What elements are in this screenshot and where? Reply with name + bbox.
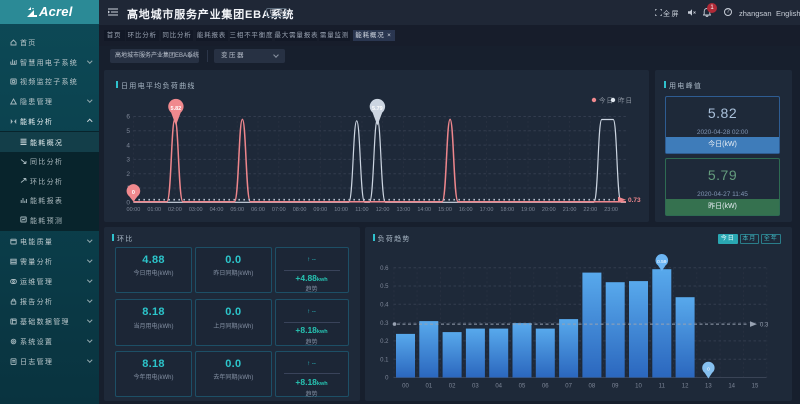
svg-text:04:00: 04:00 [210,207,224,213]
svg-text:22:00: 22:00 [583,207,597,213]
svg-text:6: 6 [126,114,130,121]
svg-text:0.3: 0.3 [380,321,389,327]
svg-text:06:00: 06:00 [251,207,265,213]
svg-text:08:00: 08:00 [293,207,307,213]
svg-text:06: 06 [541,384,548,390]
svg-text:18:00: 18:00 [500,207,514,213]
svg-text:03:00: 03:00 [189,207,203,213]
svg-text:0.59: 0.59 [657,259,667,265]
svg-text:0.3: 0.3 [760,322,769,328]
svg-text:13:00: 13:00 [397,207,411,213]
svg-text:2: 2 [126,171,130,178]
svg-text:4: 4 [126,142,130,149]
svg-text:15: 15 [751,384,758,390]
svg-text:10: 10 [635,384,642,390]
svg-text:0.4: 0.4 [380,303,389,309]
svg-text:07:00: 07:00 [272,207,286,213]
svg-text:5.79: 5.79 [372,106,383,112]
svg-text:14:00: 14:00 [417,207,431,213]
svg-text:12:00: 12:00 [376,207,390,213]
svg-text:01:00: 01:00 [147,207,161,213]
svg-text:3: 3 [126,157,130,164]
svg-text:23:00: 23:00 [604,207,618,213]
svg-text:今日: 今日 [599,96,614,105]
svg-text:11:00: 11:00 [355,207,368,213]
svg-text:12: 12 [681,384,688,390]
svg-text:09: 09 [611,384,618,390]
svg-text:04: 04 [495,384,502,390]
svg-text:0.5: 0.5 [380,284,389,290]
svg-text:0.1: 0.1 [380,357,389,363]
svg-text:0.6: 0.6 [380,266,389,272]
svg-text:0: 0 [132,190,135,196]
svg-text:13: 13 [705,384,712,390]
svg-text:02:00: 02:00 [168,207,182,213]
svg-text:0.73: 0.73 [628,197,641,204]
svg-text:10:00: 10:00 [334,207,348,213]
svg-text:05: 05 [518,384,525,390]
svg-text:20:00: 20:00 [542,207,556,213]
svg-text:0.2: 0.2 [380,339,389,345]
svg-text:05:00: 05:00 [230,207,244,213]
svg-text:11: 11 [658,384,665,390]
svg-text:17:00: 17:00 [480,207,494,213]
svg-text:00: 00 [402,384,409,390]
svg-text:03: 03 [472,384,479,390]
svg-text:09:00: 09:00 [313,207,327,213]
svg-text:02: 02 [448,384,455,390]
svg-text:07: 07 [565,384,572,390]
svg-text:0: 0 [126,200,130,207]
svg-text:08: 08 [588,384,595,390]
svg-text:14: 14 [728,384,735,390]
svg-text:0: 0 [385,376,389,382]
svg-text:01: 01 [425,384,432,390]
svg-text:昨日: 昨日 [618,96,633,105]
svg-text:15:00: 15:00 [438,207,452,213]
svg-text:19:00: 19:00 [521,207,535,213]
svg-text:0: 0 [707,367,710,373]
svg-text:5.82: 5.82 [171,106,182,112]
svg-text:16:00: 16:00 [459,207,473,213]
svg-text:00:00: 00:00 [127,207,141,213]
svg-text:21:00: 21:00 [563,207,577,213]
svg-text:5: 5 [126,128,130,135]
